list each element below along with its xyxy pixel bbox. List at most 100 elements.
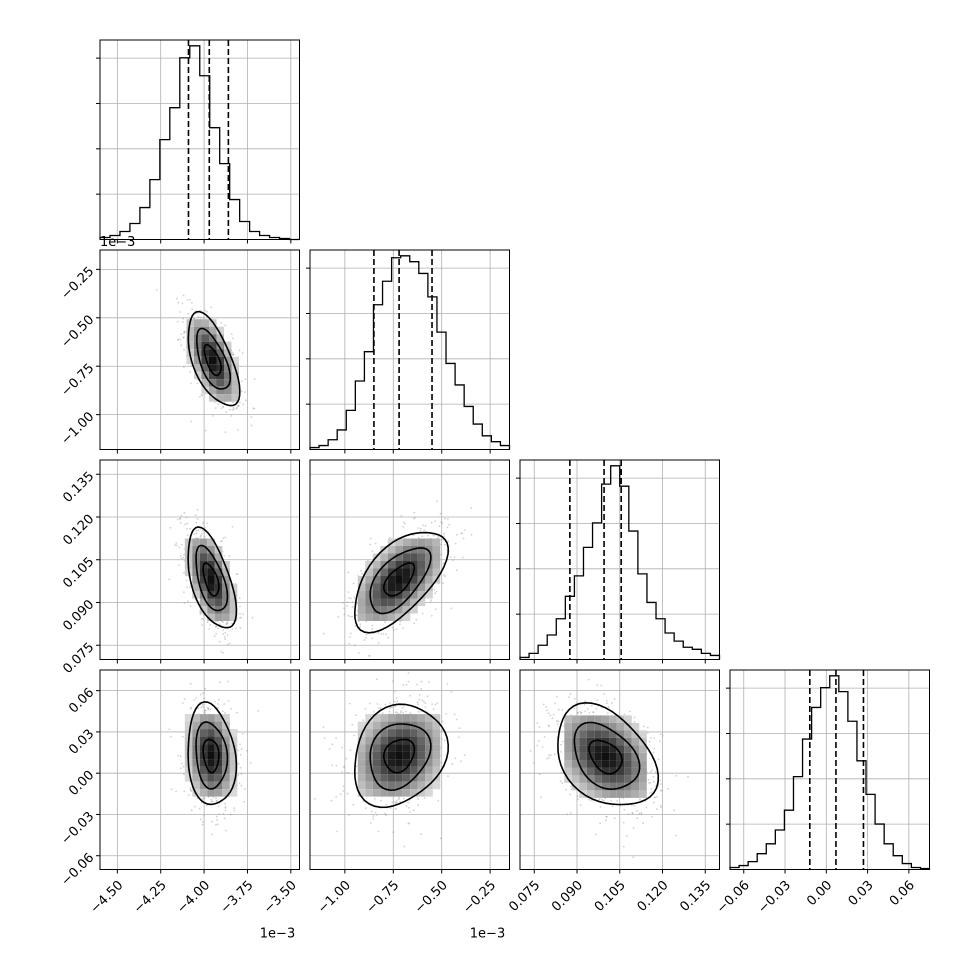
- density-cell: [425, 546, 433, 554]
- density-cell: [402, 766, 411, 775]
- sample-point: [388, 537, 391, 539]
- density-cell: [380, 766, 388, 775]
- density-cell: [186, 356, 194, 365]
- density-cell: [372, 759, 381, 767]
- density-cell: [624, 737, 632, 746]
- sample-point: [224, 809, 227, 812]
- sample-point: [375, 678, 378, 681]
- sample-point: [368, 654, 371, 657]
- sample-point: [341, 746, 344, 749]
- sample-point: [430, 599, 433, 601]
- density-cell: [214, 789, 223, 797]
- density-cell: [365, 736, 373, 745]
- sample-point: [203, 536, 206, 538]
- density-cell: [222, 613, 230, 621]
- contour-0: [202, 738, 220, 774]
- density-cell: [186, 334, 194, 342]
- density-cell: [216, 364, 224, 372]
- sample-point: [177, 338, 180, 341]
- sample-point: [190, 382, 192, 385]
- sample-point: [402, 712, 405, 714]
- sample-point: [409, 694, 412, 697]
- sample-point: [343, 766, 346, 769]
- sample-point: [178, 517, 181, 520]
- density-shading: [564, 715, 647, 798]
- sample-point: [606, 712, 609, 715]
- x-offset-label: 1e−3: [260, 927, 295, 942]
- sample-point: [656, 808, 658, 811]
- density-cell: [624, 745, 632, 753]
- sample-point: [257, 710, 259, 712]
- density-cell: [207, 606, 215, 614]
- density-cell: [624, 752, 632, 761]
- density-cell: [395, 781, 403, 790]
- density-cell: [616, 730, 625, 738]
- sample-point: [633, 716, 636, 719]
- density-cell: [229, 591, 238, 599]
- density-cell: [395, 751, 403, 760]
- sample-point: [195, 697, 198, 699]
- density-cell: [216, 394, 224, 402]
- sample-point: [349, 749, 352, 751]
- density-cell: [199, 598, 208, 606]
- sample-point: [601, 798, 603, 801]
- sample-point: [240, 380, 243, 383]
- density-cell: [639, 730, 647, 738]
- density-cell: [425, 774, 433, 782]
- sample-point: [223, 401, 226, 404]
- density-cell: [609, 722, 617, 731]
- density-cell: [631, 730, 640, 738]
- sample-point: [331, 764, 334, 767]
- sample-point: [591, 799, 593, 802]
- sample-point: [187, 794, 190, 796]
- sample-point: [253, 407, 256, 410]
- sample-point: [179, 311, 181, 313]
- sample-point: [337, 616, 339, 618]
- sample-point: [568, 696, 570, 699]
- density-cell: [372, 598, 381, 606]
- sample-point: [611, 702, 613, 705]
- sample-point: [237, 762, 240, 765]
- sample-point: [650, 787, 653, 790]
- sample-point: [576, 711, 579, 714]
- sample-point: [183, 348, 186, 351]
- contour-2: [353, 703, 450, 809]
- density-cell: [402, 576, 411, 584]
- sample-point: [440, 761, 442, 764]
- sample-point: [443, 574, 445, 576]
- sample-point: [183, 790, 186, 792]
- density-cell: [199, 714, 208, 722]
- density-cell: [594, 737, 602, 746]
- sample-point: [394, 801, 396, 803]
- sample-point: [202, 522, 205, 525]
- density-cell: [365, 606, 373, 614]
- sample-point: [632, 856, 635, 859]
- density-cell: [571, 760, 580, 768]
- density-cell: [425, 736, 433, 745]
- density-cell: [571, 737, 580, 746]
- sample-point: [408, 822, 411, 824]
- sample-point: [227, 700, 230, 702]
- sample-point: [651, 815, 654, 818]
- density-cell: [357, 736, 366, 745]
- density-cell: [224, 379, 232, 387]
- sample-point: [232, 353, 235, 356]
- density-cell: [214, 714, 223, 722]
- sample-point: [228, 408, 231, 411]
- density-cell: [372, 751, 381, 760]
- sample-point: [546, 757, 549, 760]
- density-cell: [402, 759, 411, 767]
- sample-point: [382, 633, 385, 635]
- sample-point: [440, 521, 442, 524]
- sample-point: [629, 710, 631, 713]
- sample-point: [541, 746, 544, 748]
- density-cell: [357, 591, 366, 599]
- sample-point: [231, 409, 234, 411]
- density-cell: [616, 767, 625, 776]
- density-cell: [357, 766, 366, 775]
- y-offset-label: 1e−3: [100, 235, 135, 250]
- sample-point: [243, 788, 246, 790]
- sample-point: [443, 543, 446, 546]
- histogram-2: [519, 465, 721, 660]
- sample-point: [566, 813, 569, 816]
